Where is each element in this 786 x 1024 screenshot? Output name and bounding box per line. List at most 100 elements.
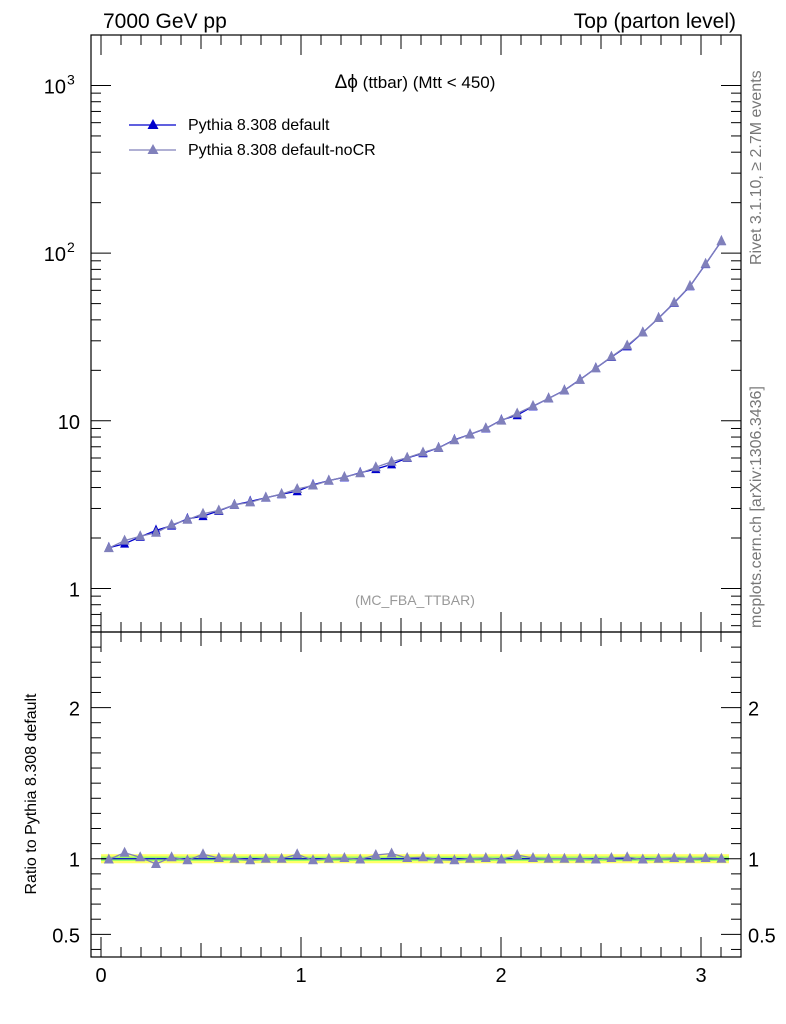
ratio-data-point-nocr <box>166 851 177 862</box>
ratio-data-point-nocr <box>449 854 460 865</box>
ratio-data-point-nocr <box>590 853 601 864</box>
data-point-nocr <box>103 542 114 553</box>
plot-title-text: (ttbar) (Mtt < 450) <box>358 73 495 92</box>
data-point-nocr <box>637 326 648 337</box>
ratio-data-point-nocr <box>260 852 271 863</box>
data-point-nocr <box>528 399 538 410</box>
data-point-nocr <box>653 311 664 322</box>
ratio-data-point-nocr <box>308 854 318 865</box>
data-point-nocr <box>590 362 601 373</box>
ratio-data-point-nocr <box>229 852 240 863</box>
ratio-data-point-nocr <box>323 852 334 863</box>
x-tick-label: 1 <box>295 965 306 987</box>
ratio-data-point-nocr <box>292 848 303 859</box>
legend-marker-nocr <box>147 144 159 154</box>
data-point-nocr <box>355 467 366 478</box>
ratio-data-point-nocr <box>669 851 680 862</box>
ratio-data-point-nocr <box>213 851 224 862</box>
mcplots-reference-label: mcplots.cern.ch [arXiv:1306.3436] <box>748 386 765 628</box>
data-point-nocr <box>716 235 727 246</box>
ratio-data-point-nocr <box>370 848 381 859</box>
series-line-nocr <box>108 240 722 549</box>
ratio-data-point-nocr <box>716 852 727 863</box>
data-point-nocr <box>606 350 617 361</box>
ratio-y-tick-label: 1 <box>69 850 80 872</box>
plot-title: Δϕ (ttbar) (Mtt < 450) <box>335 72 496 93</box>
ratio-axis-ticks: 0.5 0.5 1 1 2 2 0 1 2 3 <box>52 631 776 987</box>
ratio-plot-panel: 0.5 0.5 1 1 2 2 0 1 2 3 <box>52 631 776 987</box>
ratio-data-point-nocr <box>622 851 633 862</box>
ratio-data-point-nocr <box>339 851 350 862</box>
ratio-data-point-nocr <box>606 851 617 862</box>
y-tick-exponent: 2 <box>67 239 75 255</box>
data-point-nocr <box>213 504 224 515</box>
data-point-nocr <box>449 434 460 445</box>
ratio-data-point-nocr <box>418 851 428 862</box>
ratio-data-point-nocr <box>480 851 491 862</box>
ratio-data-point-nocr <box>700 851 711 862</box>
data-point-nocr <box>433 441 444 452</box>
ratio-y-axis-label: Ratio to Pythia 8.308 default <box>23 693 40 895</box>
ratio-y-tick-label-right: 1 <box>748 850 759 872</box>
data-point-nocr <box>182 513 193 524</box>
data-point-nocr <box>685 279 695 290</box>
data-point-nocr <box>480 422 491 433</box>
ratio-y-tick-label: 2 <box>69 699 80 721</box>
ratio-data-point-nocr <box>245 854 256 865</box>
data-point-nocr <box>575 373 585 384</box>
ratio-data-point-nocr <box>433 853 444 864</box>
ratio-data-point-nocr <box>182 854 193 865</box>
ratio-data-point-nocr <box>103 853 114 864</box>
data-point-nocr <box>135 530 146 541</box>
legend-label-default: Pythia 8.308 default <box>188 117 330 134</box>
data-point-nocr <box>292 482 303 493</box>
data-point-nocr <box>465 428 475 439</box>
y-tick-label: 10 <box>58 412 80 434</box>
data-point-nocr <box>198 507 208 518</box>
data-point-nocr <box>512 407 523 418</box>
ratio-data-point-nocr <box>575 852 585 863</box>
ratio-series-line-nocr <box>108 852 722 865</box>
ratio-data-point-nocr <box>637 853 648 864</box>
ratio-data-point-nocr <box>496 853 507 864</box>
y-tick-label: 1 <box>69 579 80 601</box>
data-point-nocr <box>276 487 287 498</box>
data-point-nocr <box>700 257 711 268</box>
y-tick-label: 10 <box>44 244 66 266</box>
ratio-data-point-nocr <box>355 853 366 864</box>
ratio-data-point-nocr <box>653 852 664 863</box>
data-point-nocr <box>245 496 256 507</box>
data-point-nocr <box>418 446 428 457</box>
data-point-nocr <box>669 296 680 307</box>
ratio-data-point-nocr <box>119 846 130 857</box>
data-point-nocr <box>323 474 334 485</box>
data-point-nocr <box>229 498 240 509</box>
legend: Pythia 8.308 default Pythia 8.308 defaul… <box>129 117 376 159</box>
y-tick-exponent: 3 <box>67 71 75 87</box>
ratio-series-group <box>103 846 727 869</box>
data-point-nocr <box>166 518 177 529</box>
data-point-nocr <box>622 339 633 350</box>
ratio-y-tick-label: 0.5 <box>52 925 80 947</box>
ratio-data-point-nocr <box>465 852 475 863</box>
series-line-default <box>108 240 722 549</box>
ratio-data-point-nocr <box>276 852 287 863</box>
ratio-data-point-nocr <box>151 858 161 869</box>
data-point-nocr <box>119 534 130 545</box>
data-point-nocr <box>151 526 161 537</box>
ratio-data-point-nocr <box>543 852 554 863</box>
header-energy: 7000 GeV pp <box>103 10 227 33</box>
y-tick-label: 10 <box>44 76 66 98</box>
data-point-nocr <box>543 392 554 403</box>
data-point-nocr <box>386 455 397 466</box>
x-tick-label: 0 <box>95 965 106 987</box>
plot-title-symbol: Δϕ <box>335 72 358 93</box>
legend-marker-default <box>147 119 159 129</box>
ratio-data-point-nocr <box>198 848 208 859</box>
ratio-data-point-nocr <box>559 852 570 863</box>
data-point-nocr <box>339 471 350 482</box>
analysis-tag: (MC_FBA_TTBAR) <box>355 592 475 608</box>
